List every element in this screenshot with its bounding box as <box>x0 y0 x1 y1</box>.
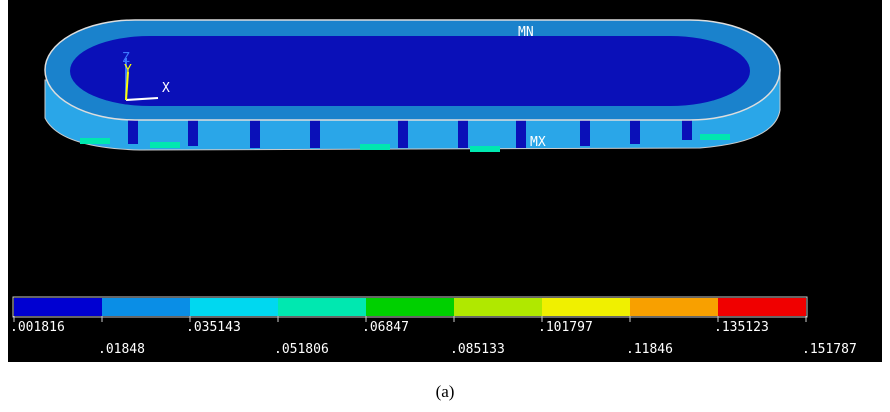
legend-swatch <box>542 298 630 316</box>
legend-frame <box>12 296 808 318</box>
legend-label: .151787 <box>802 342 857 357</box>
min-label: MN <box>518 25 534 40</box>
legend-swatch <box>366 298 454 316</box>
legend-label: .11846 <box>626 342 673 357</box>
legend-swatch <box>718 298 806 316</box>
side-light-spots <box>80 134 730 152</box>
caption: (a) <box>436 382 455 401</box>
y-label: Y <box>124 63 132 78</box>
side-spots <box>128 110 692 148</box>
legend-swatch <box>630 298 718 316</box>
legend-label: .085133 <box>450 342 505 357</box>
z-label: Z <box>122 51 130 66</box>
legend-label: .001816 <box>10 320 65 335</box>
legend-label: .051806 <box>274 342 329 357</box>
legend-label: .035143 <box>186 320 241 335</box>
model-core <box>70 36 750 106</box>
legend-swatch <box>454 298 542 316</box>
legend-label: .101797 <box>538 320 593 335</box>
legend-label: .06847 <box>362 320 409 335</box>
model: MN MX <box>44 19 781 152</box>
max-label: MX <box>530 135 546 150</box>
legend: .001816 .01848 .035143 .051806 .06847 .085133… <box>10 296 857 357</box>
triad: Z Y X <box>122 51 170 101</box>
legend-label: .135123 <box>714 320 769 335</box>
legend-swatch <box>278 298 366 316</box>
legend-swatch <box>14 298 102 316</box>
x-label: X <box>162 81 170 96</box>
legend-swatch <box>102 298 190 316</box>
legend-swatch <box>190 298 278 316</box>
legend-label: .01848 <box>98 342 145 357</box>
